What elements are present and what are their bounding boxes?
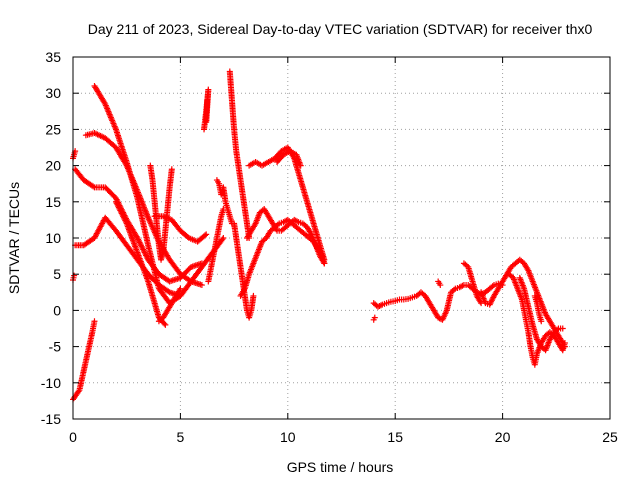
data-point: [437, 282, 444, 289]
x-tick-label: 25: [602, 429, 618, 445]
data-point: [168, 166, 175, 173]
y-tick-label: 20: [45, 158, 61, 174]
x-tick-label: 0: [69, 429, 77, 445]
data-point: [75, 388, 82, 395]
y-tick-label: -10: [41, 375, 61, 391]
series-pass-n: [213, 177, 235, 227]
series-pass-w: [435, 278, 444, 289]
y-tick-label: 5: [53, 266, 61, 282]
series-pass-m: [205, 206, 227, 285]
data-point: [71, 272, 78, 279]
series-pass-i: [147, 162, 175, 263]
data-point: [91, 318, 98, 325]
data-point: [220, 235, 227, 241]
data-point: [219, 236, 226, 243]
data-point: [297, 162, 304, 169]
series-pass-g: [91, 82, 227, 307]
tick-labels: 0 5 10 15 20 25 -15 -10 -5 0 5 10 15 20 25 30 35: [41, 49, 618, 445]
data-point: [377, 302, 384, 309]
data-point: [561, 339, 568, 346]
data-point: [161, 320, 168, 327]
series-pass-x: [460, 260, 485, 307]
series-pass-k: [155, 285, 184, 325]
y-tick-label: -15: [41, 411, 61, 427]
series-pass-v: [370, 314, 378, 323]
data-point: [90, 183, 97, 190]
y-tick-label: 10: [45, 230, 61, 246]
data-point: [559, 325, 566, 332]
y-tick-label: 25: [45, 121, 61, 137]
axes: [72, 56, 611, 420]
x-tick-label: 20: [495, 429, 511, 445]
x-tick-label: 10: [280, 429, 296, 445]
data-series: [70, 68, 568, 403]
data-point: [250, 292, 257, 299]
data-point: [321, 256, 328, 263]
series-pass-e: [72, 166, 205, 285]
series-pass-o: [226, 68, 253, 241]
data-point: [538, 318, 545, 325]
data-point: [203, 231, 210, 238]
series-pass-z: [506, 271, 568, 368]
y-axis-label: SDTVAR / TECUs: [6, 182, 22, 294]
series-pass-a: [70, 318, 98, 403]
series-pass-p: [231, 220, 257, 321]
y-tick-label: 35: [45, 49, 61, 65]
data-point: [201, 232, 208, 239]
data-point: [371, 314, 378, 321]
grid: [73, 57, 610, 419]
data-point: [458, 283, 465, 290]
x-tick-label: 5: [177, 429, 185, 445]
data-point: [177, 285, 184, 292]
data-point: [162, 321, 169, 328]
y-tick-label: 30: [45, 85, 61, 101]
series-pass-l: [201, 86, 212, 133]
series-pass-t: [274, 148, 304, 169]
chart-title: Day 211 of 2023, Sidereal Day-to-day VTE…: [88, 21, 593, 37]
data-point: [198, 282, 205, 289]
y-tick-label: 15: [45, 194, 61, 210]
data-point: [204, 97, 211, 104]
series-pass-j: [151, 213, 210, 245]
series-pass-s: [246, 144, 328, 263]
x-axis-label: GPS time / hours: [287, 459, 394, 475]
y-tick-label: 0: [53, 302, 61, 318]
series-pass-ab: [531, 292, 545, 325]
series-pass-b: [70, 148, 79, 162]
series-pass-aa: [516, 274, 566, 354]
y-tick-label: -5: [49, 339, 62, 355]
x-tick-label: 15: [387, 429, 403, 445]
